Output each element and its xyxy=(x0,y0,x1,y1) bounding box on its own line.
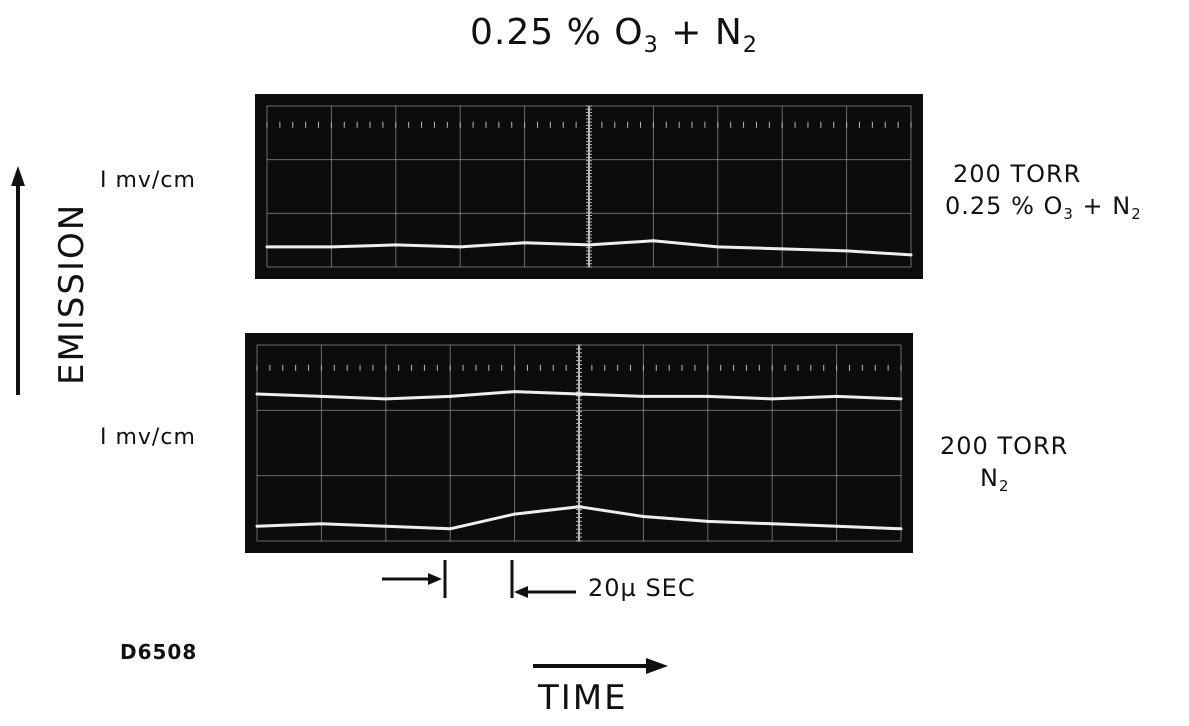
marker-left-arrowhead xyxy=(428,573,442,585)
gas-label-top: 0.25 % O3 + N2 xyxy=(945,192,1142,224)
trace-point xyxy=(577,505,581,509)
trace-point xyxy=(255,524,259,528)
trace-point xyxy=(835,394,839,398)
trace-point xyxy=(706,519,710,523)
trace-point xyxy=(319,522,323,526)
trace-point xyxy=(384,524,388,528)
trace-point xyxy=(448,394,452,398)
trace-point xyxy=(909,253,913,257)
trace-point xyxy=(513,390,517,394)
trace-point xyxy=(448,527,452,531)
trace-point xyxy=(329,245,333,249)
trace-point xyxy=(835,524,839,528)
gas-label-bottom: N2 xyxy=(980,464,1010,496)
trace-point xyxy=(899,527,903,531)
trace-point xyxy=(577,392,581,396)
pressure-label-bottom: 200 TORR xyxy=(940,432,1069,460)
trace-point xyxy=(716,245,720,249)
trace-point xyxy=(845,249,849,253)
trace-point xyxy=(255,392,259,396)
trace-point xyxy=(319,394,323,398)
trace-point xyxy=(780,247,784,251)
trace-point xyxy=(651,239,655,243)
emission-arrow-head xyxy=(11,166,25,186)
oscilloscope-trace-bottom xyxy=(245,333,913,553)
pressure-label-top: 200 TORR xyxy=(953,160,1082,188)
condition-label-top: 200 TORR 0.25 % O3 + N2 xyxy=(945,158,1142,225)
trace-point xyxy=(523,241,527,245)
time-arrow-head xyxy=(646,658,668,674)
y-axis-label: EMISSION xyxy=(52,202,92,385)
trace-point xyxy=(641,394,645,398)
trace-point xyxy=(458,245,462,249)
scale-label-top: I mv/cm xyxy=(100,168,196,193)
trace-point xyxy=(899,397,903,401)
trace-point xyxy=(513,512,517,516)
trace-point xyxy=(394,243,398,247)
trace-point xyxy=(587,243,591,247)
x-axis-label: TIME xyxy=(538,678,628,718)
time-marker-label: 20µ SEC xyxy=(588,574,696,602)
trace-point xyxy=(265,245,269,249)
trace-point xyxy=(706,394,710,398)
trace-point xyxy=(770,522,774,526)
condition-label-bottom: 200 TORR N2 xyxy=(940,430,1068,497)
trace-point xyxy=(384,397,388,401)
oscilloscope-trace-top xyxy=(255,94,923,279)
trace-point xyxy=(770,397,774,401)
marker-right-arrowhead xyxy=(514,586,528,598)
scale-label-bottom: I mv/cm xyxy=(100,425,196,450)
figure-title: 0.25 % O3 + N2 xyxy=(470,12,758,58)
figure-code: D6508 xyxy=(120,640,198,664)
trace-point xyxy=(641,515,645,518)
